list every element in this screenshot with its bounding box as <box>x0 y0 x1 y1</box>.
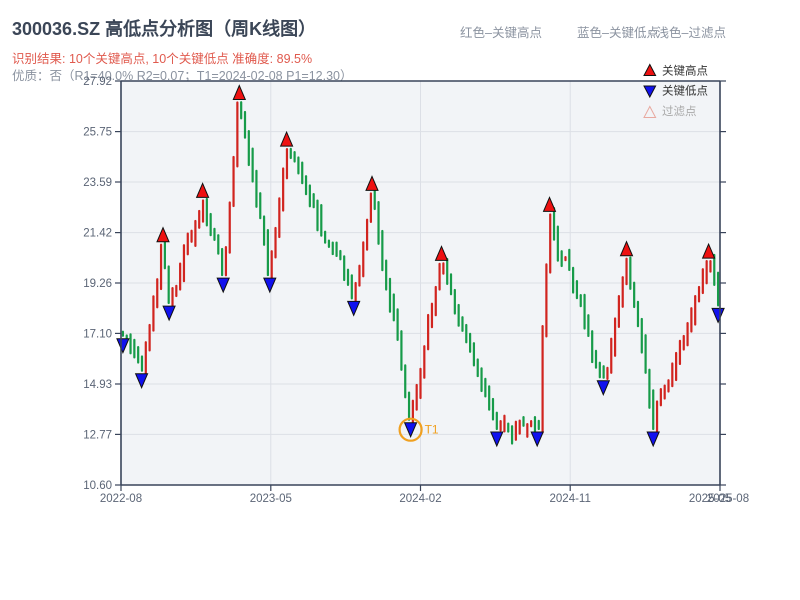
svg-text:过滤点: 过滤点 <box>662 105 697 118</box>
svg-text:关键低点: 关键低点 <box>662 84 708 98</box>
svg-text:关键高点: 关键高点 <box>662 64 708 78</box>
